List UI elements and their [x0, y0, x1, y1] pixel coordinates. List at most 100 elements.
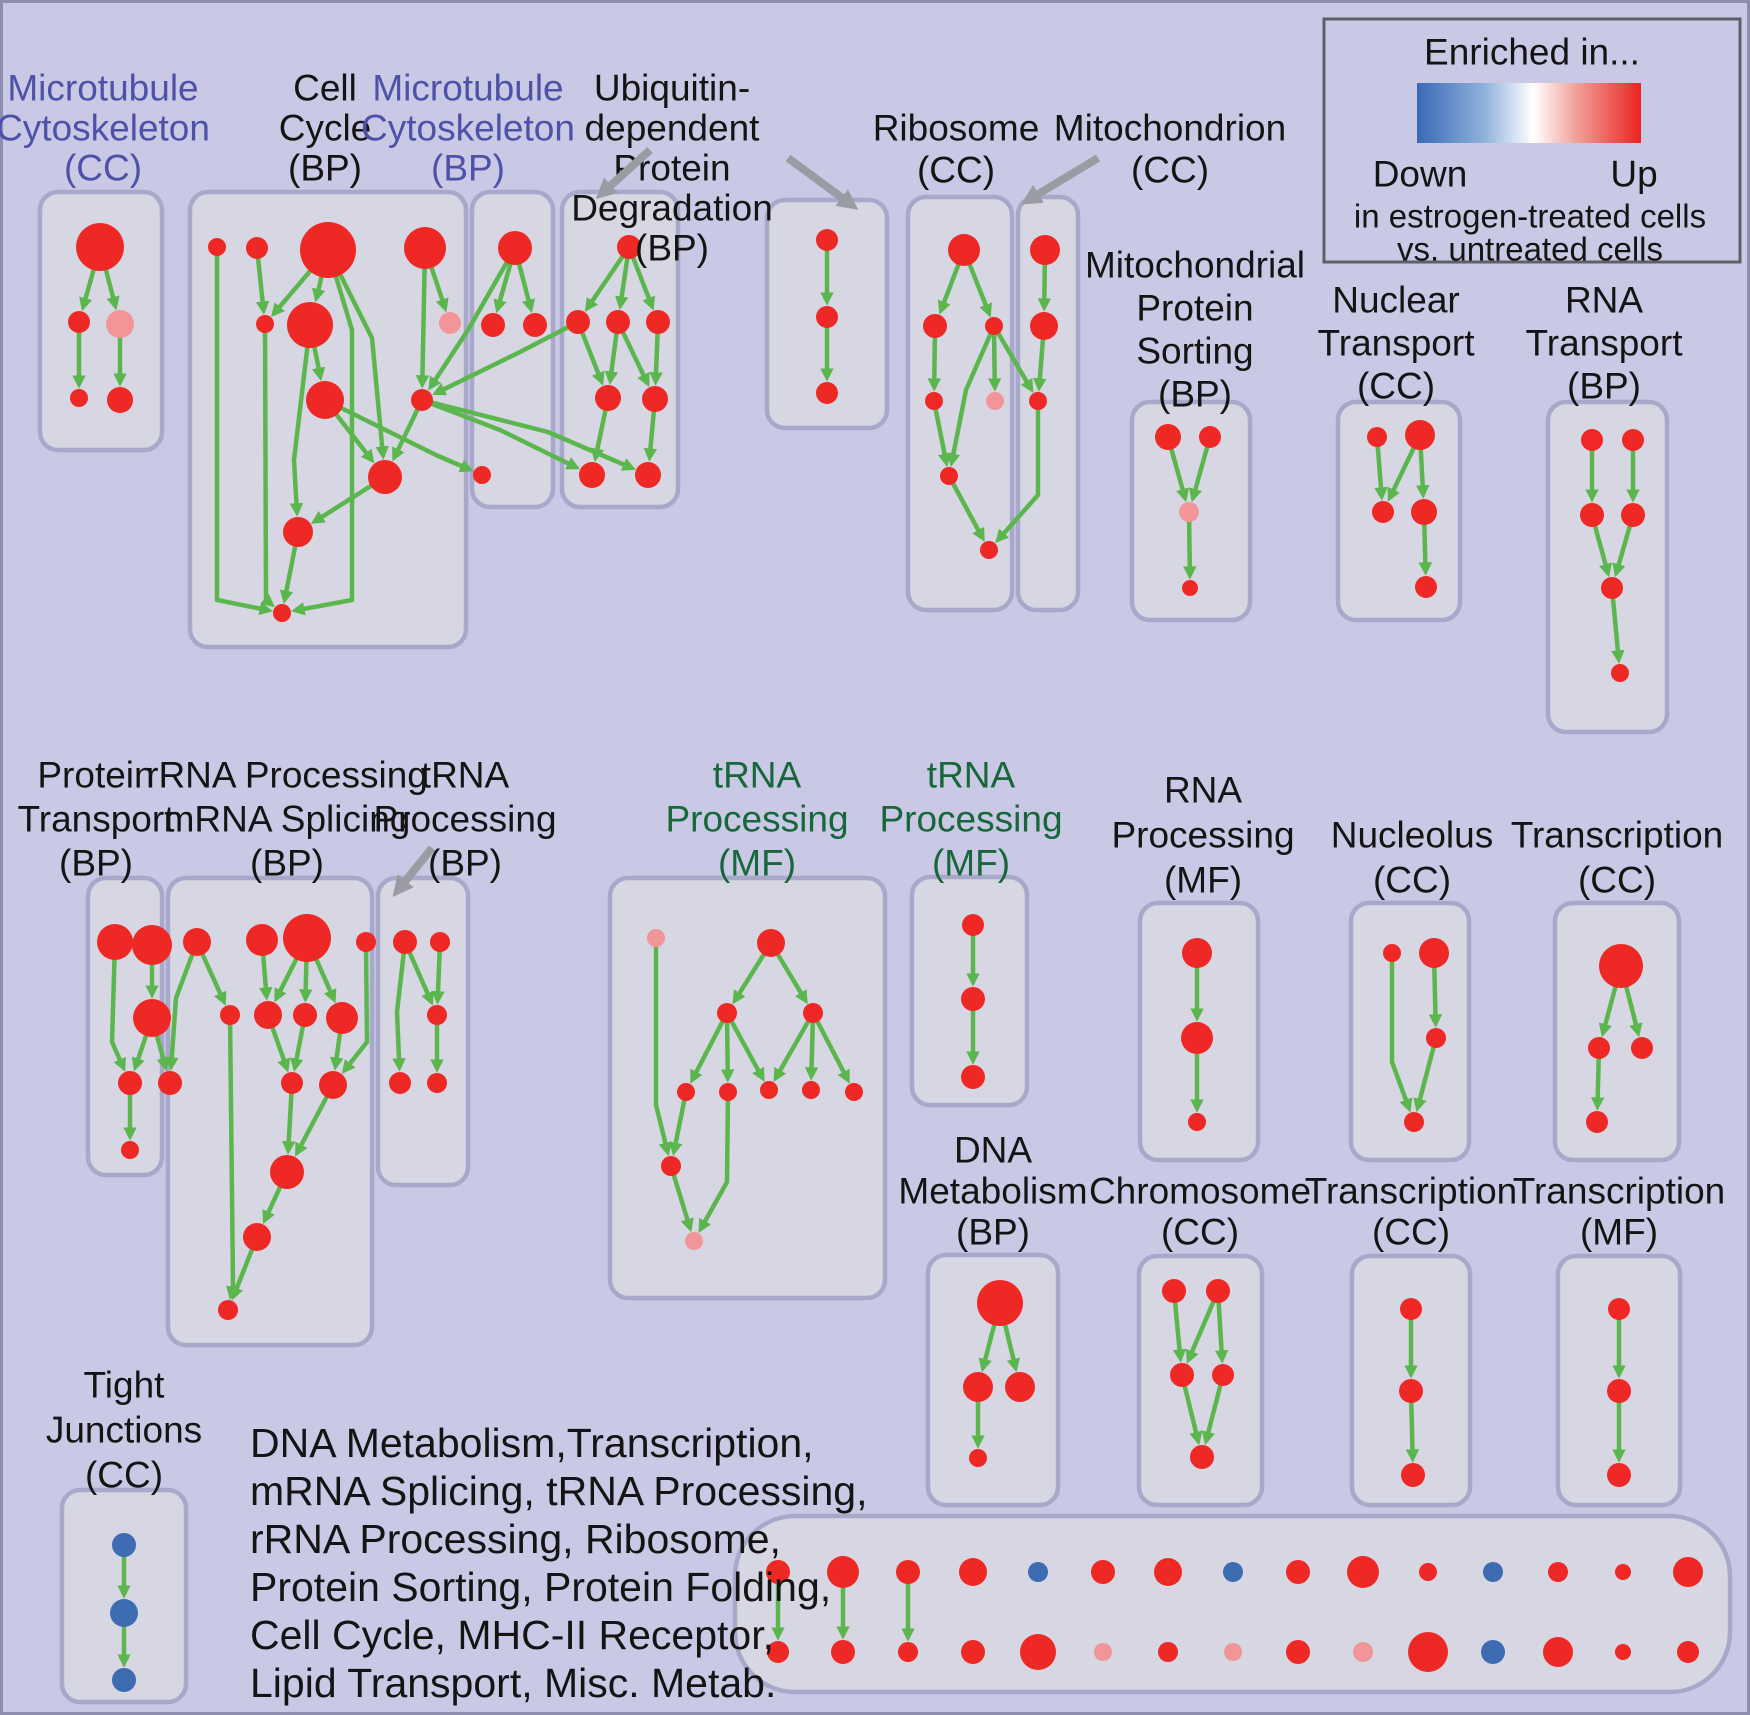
- node-k1: [218, 1300, 238, 1320]
- group-label-trna_mf1-line1: tRNA: [713, 755, 802, 796]
- legend-gradient-bar: [1417, 83, 1641, 143]
- node-tj2: [110, 1599, 138, 1627]
- group-label-mitochondrion-line1: Mitochondrion: [1054, 108, 1286, 149]
- node-t1: [97, 924, 133, 960]
- node-u5: [595, 385, 621, 411]
- node-p4: [1182, 580, 1198, 596]
- edge-g4-i2: [341, 941, 370, 1074]
- node-s5: [1601, 577, 1623, 599]
- group-label-mitochondrion-line2: (CC): [1131, 150, 1209, 191]
- group-label-dna_metabolism-line1: DNA: [954, 1130, 1032, 1171]
- node-d2: [430, 932, 450, 952]
- group-label-trna_mf1-line2: Processing: [665, 799, 848, 840]
- node-t5: [158, 1071, 182, 1095]
- node-x2: [685, 1232, 703, 1250]
- node-strip-bottom-8: [1224, 1643, 1242, 1661]
- group-box-dna_met: [925, 1252, 1061, 1508]
- group-label-nucleolus-line1: Nucleolus: [1331, 815, 1493, 856]
- node-strip-bottom-6: [1094, 1643, 1112, 1661]
- node-n1: [1182, 938, 1212, 968]
- node-u8: [635, 462, 661, 488]
- node-u6: [642, 386, 668, 412]
- node-a2: [68, 311, 90, 333]
- misc-clusters-text-line1: DNA Metabolism,Transcription,: [250, 1420, 814, 1466]
- group-label-rna_transport-line3: (BP): [1567, 366, 1641, 407]
- group-label-rna_processing-line1: RNA: [1164, 770, 1242, 811]
- group-label-trna_bp-line2: Processing: [373, 799, 556, 840]
- group-box-trna_bp: [375, 875, 471, 1188]
- group-label-rna_transport-line2: Transport: [1526, 323, 1684, 364]
- group-box-mt_cc: [37, 189, 165, 453]
- group-label-mps-line4: (BP): [1158, 374, 1232, 415]
- node-strip-top-6: [1091, 1560, 1115, 1584]
- node-strip-bottom-12: [1481, 1640, 1505, 1664]
- node-dm2: [963, 1372, 993, 1402]
- edge-w2-x2: [698, 1091, 731, 1233]
- node-o3: [1426, 1028, 1446, 1048]
- node-d3: [427, 1005, 447, 1025]
- edge-c9-u8: [421, 397, 636, 471]
- group-label-tight_junctions-line2: Junctions: [46, 1410, 202, 1451]
- node-r7: [980, 541, 998, 559]
- node-c1: [208, 238, 226, 256]
- group-label-rrna-line1: rRNA Processing: [146, 755, 428, 796]
- node-v2: [816, 306, 838, 328]
- callout-arrow-icon-3: [1020, 154, 1101, 205]
- group-label-mt_bp-line1: Microtubule: [372, 68, 563, 109]
- node-strip-bottom-2: [831, 1640, 855, 1664]
- node-b2: [481, 313, 505, 337]
- group-label-dna_metabolism-line2: Metabolism: [898, 1171, 1087, 1212]
- node-a3: [106, 310, 134, 338]
- node-w5: [845, 1083, 863, 1101]
- edge-r3-r6: [946, 325, 997, 467]
- legend-up-label: Up: [1610, 154, 1657, 195]
- node-strip-top-11: [1419, 1563, 1437, 1581]
- group-label-tight_junctions-line3: (CC): [85, 1455, 163, 1496]
- node-t4: [118, 1071, 142, 1095]
- node-r2: [923, 314, 947, 338]
- edge-d1-d4: [392, 941, 408, 1072]
- node-u1: [617, 235, 641, 259]
- node-h1: [220, 1005, 240, 1025]
- node-d5: [427, 1073, 447, 1093]
- edge-m3-r7: [995, 401, 1041, 544]
- node-r1: [948, 234, 980, 266]
- node-v3: [816, 382, 838, 404]
- group-box-ubi1: [559, 189, 681, 510]
- node-z4: [1586, 1111, 1608, 1133]
- node-strip-bottom-7: [1158, 1642, 1178, 1662]
- node-w3: [760, 1081, 778, 1099]
- node-tm1: [1608, 1298, 1630, 1320]
- node-u2: [566, 310, 590, 334]
- node-c12: [273, 604, 291, 622]
- node-s4: [1621, 503, 1645, 527]
- group-label-dna_metabolism-line3: (BP): [956, 1212, 1030, 1253]
- node-tm2: [1607, 1379, 1631, 1403]
- edge-e2-w3: [725, 1011, 765, 1082]
- group-label-nuclear_transport-line2: Transport: [1318, 323, 1476, 364]
- node-o4: [1404, 1112, 1424, 1132]
- node-strip-top-4: [959, 1558, 987, 1586]
- node-strip-top-1: [766, 1560, 790, 1584]
- edge-r3-r5: [987, 325, 1002, 392]
- group-label-trna_mf2-line1: tRNA: [927, 755, 1016, 796]
- edge-u2-c9: [432, 320, 580, 396]
- edge-r3-m3: [992, 324, 1034, 394]
- node-g1: [183, 928, 211, 956]
- group-label-protein_transport-line2: Transport: [18, 799, 176, 840]
- misc-clusters-text-line4: Protein Sorting, Protein Folding,: [250, 1564, 831, 1610]
- edge-e3-w3: [773, 1011, 815, 1082]
- group-label-mt_cc-line3: (CC): [64, 148, 142, 189]
- group-label-ubiquitin-line2: dependent: [585, 108, 761, 149]
- group-label-chromosome-line1: Chromosome: [1089, 1171, 1311, 1212]
- edge-c4-c9: [415, 247, 430, 389]
- node-c8: [306, 381, 344, 419]
- group-label-mt_bp-line2: Cytoskeleton: [361, 108, 575, 149]
- node-r4: [925, 392, 943, 410]
- node-strip-top-12: [1483, 1562, 1503, 1582]
- node-w4: [802, 1081, 820, 1099]
- node-o1: [1383, 944, 1401, 962]
- node-z3: [1631, 1037, 1653, 1059]
- node-q2: [1405, 420, 1435, 450]
